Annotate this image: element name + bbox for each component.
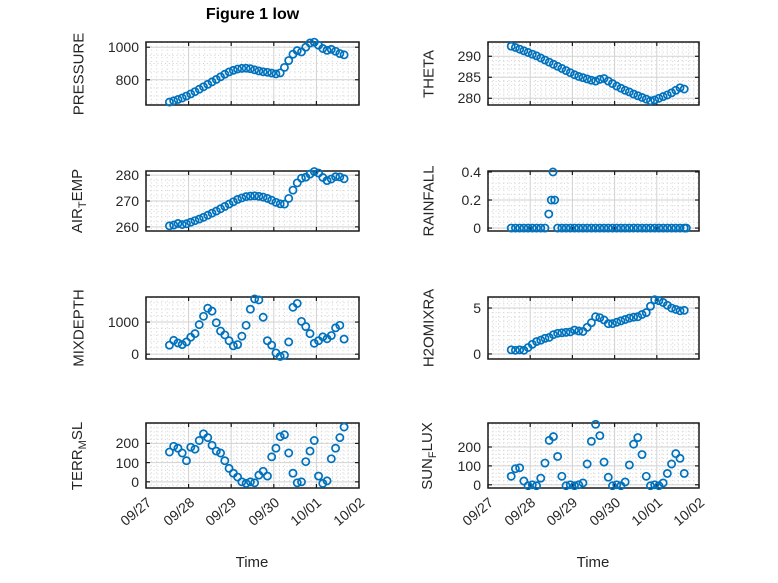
plot-frame bbox=[145, 296, 360, 360]
data-points bbox=[506, 295, 689, 355]
y-tick-label: 200 bbox=[115, 435, 139, 452]
data-points bbox=[164, 294, 349, 361]
subplot-theta bbox=[487, 41, 700, 106]
minor-grid bbox=[488, 171, 699, 231]
y-axis-label-text: SL bbox=[69, 421, 86, 440]
subplot-pressure bbox=[145, 37, 360, 107]
y-tick-label: 100 bbox=[457, 457, 481, 474]
tick-marks bbox=[487, 297, 700, 359]
plot-frame bbox=[145, 41, 360, 106]
major-grid bbox=[146, 171, 359, 231]
y-axis-label-text: PRESSURE bbox=[70, 32, 88, 115]
subplot-sun-flux bbox=[487, 419, 700, 491]
y-axis-label-h2omixra: H2OMIXRA bbox=[421, 289, 438, 367]
major-grid bbox=[488, 423, 699, 488]
y-axis-label-text: RAINFALL bbox=[420, 165, 438, 237]
data-points bbox=[164, 422, 349, 488]
y-tick-label: 800 bbox=[115, 71, 139, 88]
y-tick-label: 0 bbox=[473, 345, 481, 362]
y-tick-label: 100 bbox=[115, 454, 139, 471]
y-tick-label: 270 bbox=[115, 193, 139, 209]
y-tick-label: 200 bbox=[457, 438, 481, 455]
data-points bbox=[164, 37, 349, 107]
y-axis-label-text: THETA bbox=[420, 49, 438, 98]
y-tick-label: 1000 bbox=[107, 39, 139, 56]
major-grid bbox=[146, 423, 359, 488]
y-axis-label-text: LUX bbox=[419, 421, 436, 451]
x-axis-label-left: Time bbox=[235, 554, 269, 571]
y-tick-label: 260 bbox=[115, 218, 139, 235]
y-tick-label: 0.2 bbox=[461, 192, 481, 209]
plot-frame bbox=[145, 422, 360, 489]
y-axis-label-pressure: PRESSURE bbox=[71, 32, 88, 115]
tick-marks bbox=[145, 297, 360, 359]
tick-marks bbox=[145, 171, 360, 231]
y-tick-label: 1000 bbox=[107, 314, 139, 331]
y-tick-label: 290 bbox=[457, 48, 481, 65]
tick-marks bbox=[487, 423, 700, 488]
subplot-mixdepth bbox=[145, 294, 360, 361]
figure-title: Figure 1 low bbox=[205, 6, 300, 23]
tick-marks bbox=[145, 423, 360, 488]
y-axis-label-air-temp: AIRTEMP bbox=[69, 169, 89, 233]
y-tick-label: 0 bbox=[131, 346, 139, 363]
plot-frame bbox=[487, 296, 700, 360]
data-points bbox=[506, 167, 691, 233]
y-axis-label-text: EMP bbox=[69, 168, 86, 202]
data-points bbox=[506, 419, 689, 491]
y-axis-label-text: AIR bbox=[69, 208, 86, 234]
subplot-h2omixra bbox=[487, 295, 700, 360]
x-axis-label-right: Time bbox=[576, 554, 610, 571]
tick-marks bbox=[487, 171, 700, 231]
y-tick-label: 0 bbox=[473, 476, 481, 493]
data-points bbox=[506, 41, 689, 106]
y-tick-label: 0 bbox=[473, 220, 481, 237]
y-axis-label-terr-msl: TERRMSL bbox=[69, 421, 89, 489]
subplot-air-temp bbox=[145, 167, 360, 232]
y-axis-label-subscript: T bbox=[77, 201, 89, 209]
subplot-rainfall bbox=[487, 167, 700, 233]
y-axis-label-subscript: F bbox=[427, 450, 439, 458]
y-tick-label: 0 bbox=[131, 473, 139, 490]
y-tick-label: 285 bbox=[457, 69, 481, 86]
plot-frame bbox=[487, 41, 700, 106]
y-tick-label: 5 bbox=[473, 300, 481, 317]
y-axis-label-text: TERR bbox=[69, 448, 86, 490]
y-axis-label-text: H2OMIXRA bbox=[420, 288, 438, 368]
y-tick-label: 280 bbox=[457, 90, 481, 107]
data-points bbox=[164, 167, 349, 231]
major-grid bbox=[146, 42, 359, 105]
y-axis-label-sun-flux: SUNFLUX bbox=[419, 422, 439, 490]
y-axis-label-text: MIXDEPTH bbox=[70, 289, 88, 367]
minor-grid bbox=[488, 423, 699, 488]
subplot-terr-msl bbox=[145, 422, 360, 489]
y-axis-label-theta: THETA bbox=[421, 49, 438, 97]
y-tick-label: 0.4 bbox=[461, 163, 481, 180]
y-axis-label-mixdepth: MIXDEPTH bbox=[71, 289, 88, 367]
y-axis-label-text: SUN bbox=[419, 457, 436, 490]
y-axis-label-rainfall: RAINFALL bbox=[421, 166, 438, 237]
y-tick-label: 280 bbox=[115, 167, 139, 184]
y-axis-label-subscript: M bbox=[77, 439, 89, 449]
plot-frame bbox=[487, 422, 700, 489]
